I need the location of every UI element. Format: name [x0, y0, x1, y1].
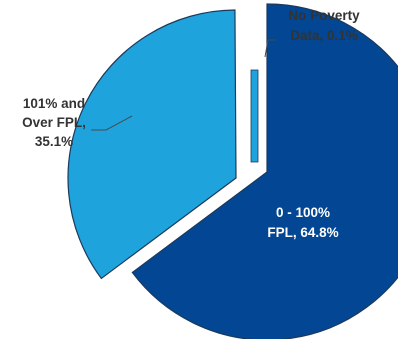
slice-label-line: No Poverty [288, 8, 360, 23]
leader-lines [91, 39, 275, 131]
slice-label-line: 35.1% [35, 134, 73, 149]
pie-slice-0-100-fpl [131, 3, 398, 339]
slice-label-line: FPL, 64.8% [267, 225, 338, 240]
slice-label-line: 101% and [23, 96, 85, 111]
labels-layer: 0 - 100% FPL, 64.8% 101% and Over FPL, 35.1%… [22, 8, 360, 240]
slices-layer [67, 3, 398, 339]
leader-line-2 [264, 39, 275, 58]
slice-label-0: 0 - 100% FPL, 64.8% [267, 205, 338, 240]
slice-label-line: 0 - 100% [276, 205, 330, 220]
slice-label-line: Over FPL, [22, 115, 86, 130]
slice-label-1: 101% and Over FPL, 35.1% [22, 96, 86, 149]
slice-label-2: No Poverty Data, 0.1% [288, 8, 360, 43]
pie-slice-101-and-over-fpl [67, 9, 237, 280]
leader-line-1 [91, 115, 133, 131]
pie-slice-no-poverty-data [250, 69, 259, 163]
slice-label-line: Data, 0.1% [290, 28, 358, 43]
